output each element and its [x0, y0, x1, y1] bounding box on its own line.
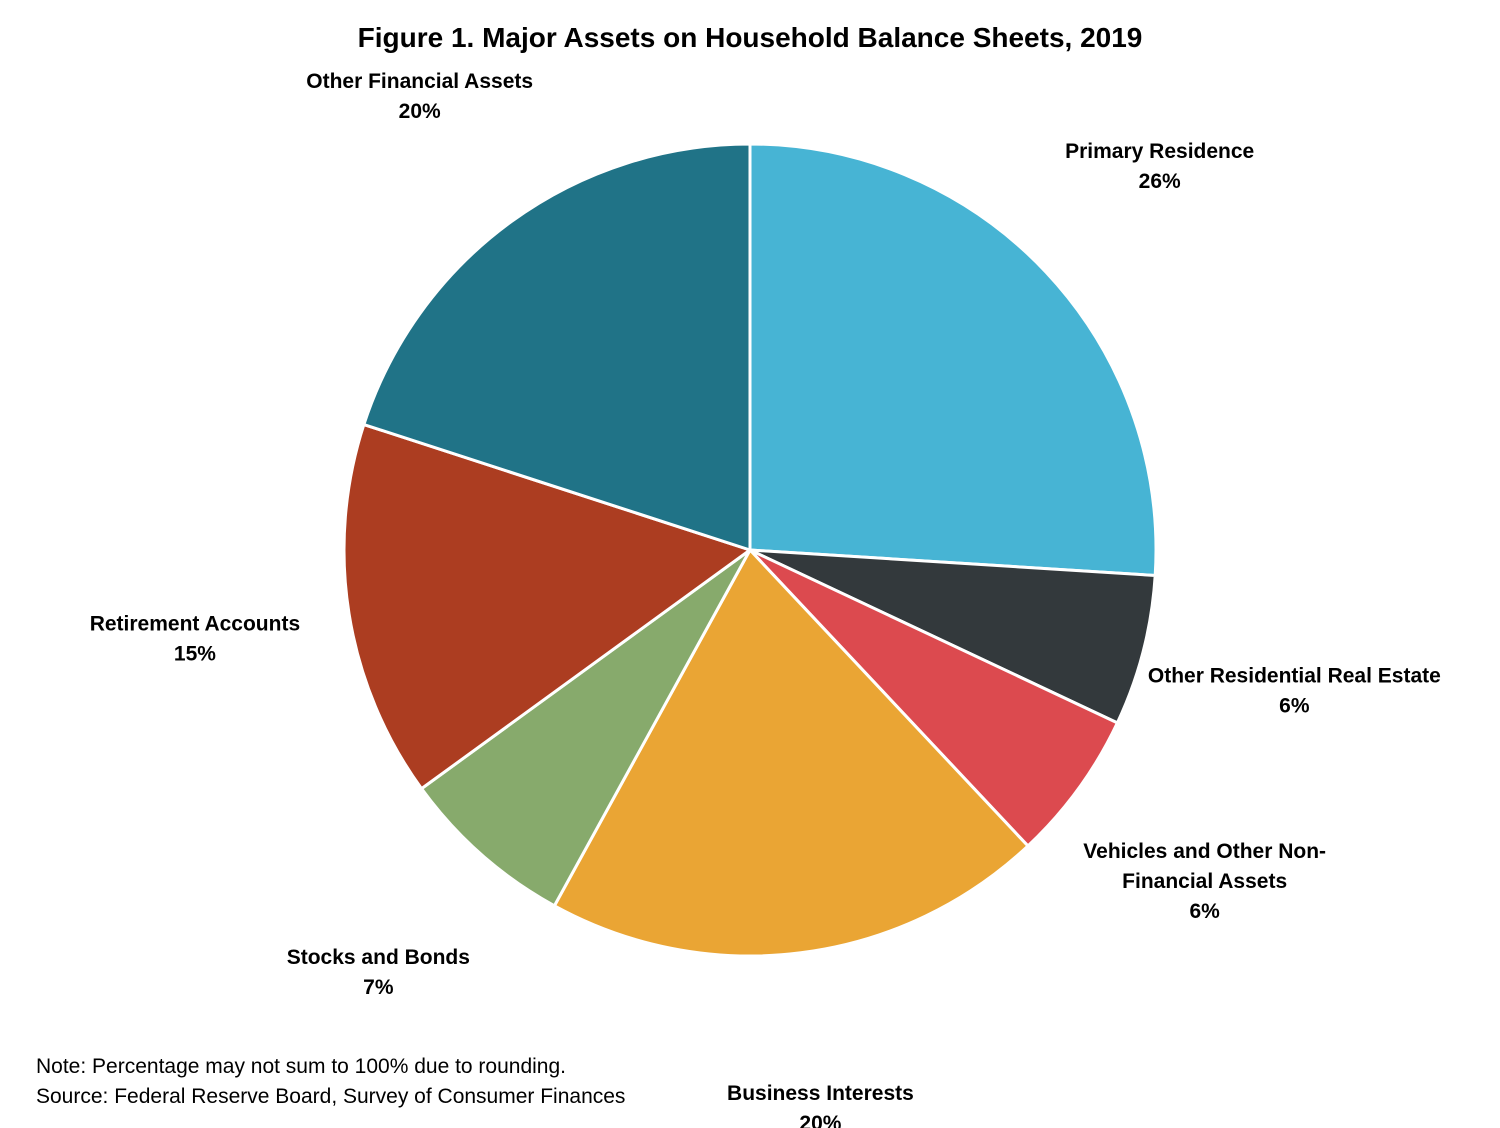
slice-category-label: Retirement Accounts: [90, 612, 300, 635]
slice-stocks-and-bonds: [420, 548, 752, 908]
slice-label-primary-residence: Primary Residence 26%: [1065, 140, 1254, 193]
slice-other-financial-assets: [362, 142, 752, 552]
slice-label-other-financial-assets: Other Financial Assets 20%: [306, 70, 533, 123]
slice-other-residential-real-estate: [748, 548, 1157, 725]
slice-category-label: Business Interests: [727, 1082, 914, 1105]
pie-slices: [342, 142, 1158, 958]
slice-category-label: Stocks and Bonds: [287, 946, 470, 969]
slice-label-other-residential-real-estate: Other Residential Real Estate 6%: [1148, 664, 1441, 717]
slice-percent-label: 20%: [399, 100, 441, 123]
slice-label-vehicles-and-other-non-financial-assets: Vehicles and Other Non- Financial Assets 6…: [1083, 840, 1326, 923]
slice-retirement-accounts: [342, 423, 752, 791]
slice-percent-label: 15%: [174, 642, 216, 665]
slice-percent-label: 6%: [1189, 900, 1220, 923]
footnotes: Note: Percentage may not sum to 100% due…: [36, 1052, 625, 1112]
rounding-note: Note: Percentage may not sum to 100% due…: [36, 1055, 566, 1078]
slice-category-label: Primary Residence: [1065, 140, 1254, 163]
slice-category-label: Vehicles and Other Non-: [1083, 840, 1326, 863]
slice-category-label: Financial Assets: [1122, 870, 1287, 893]
slice-business-interests: [552, 548, 1030, 958]
slice-category-label: Other Financial Assets: [306, 70, 533, 93]
slice-percent-label: 6%: [1279, 694, 1310, 717]
source-note: Source: Federal Reserve Board, Survey of…: [36, 1085, 626, 1108]
slice-percent-label: 20%: [799, 1112, 841, 1128]
chart-title: Figure 1. Major Assets on Household Bala…: [357, 22, 1143, 53]
slice-primary-residence: [748, 142, 1158, 577]
slice-category-label: Other Residential Real Estate: [1148, 664, 1441, 687]
slice-label-retirement-accounts: Retirement Accounts 15%: [90, 612, 300, 665]
slice-percent-label: 26%: [1139, 170, 1181, 193]
slice-percent-label: 7%: [363, 976, 394, 999]
slice-label-business-interests: Business Interests 20%: [727, 1082, 914, 1128]
pie-labels: Primary Residence 26% Other Residential Re…: [90, 70, 1441, 1128]
slice-vehicles-and-other-non-financial-assets: [748, 548, 1119, 848]
slice-label-stocks-and-bonds: Stocks and Bonds 7%: [287, 946, 470, 999]
